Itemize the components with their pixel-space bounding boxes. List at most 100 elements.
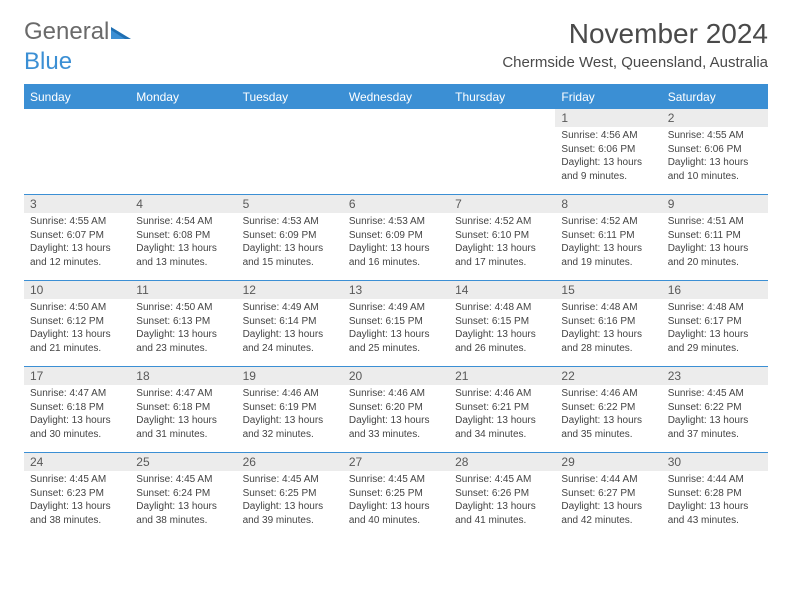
- day-line: Sunset: 6:16 PM: [561, 315, 655, 329]
- day-line: Daylight: 13 hours: [136, 242, 230, 256]
- calendar-cell: 1Sunrise: 4:56 AMSunset: 6:06 PMDaylight…: [555, 109, 661, 195]
- day-line: Daylight: 13 hours: [561, 328, 655, 342]
- weekday-header: Friday: [555, 85, 661, 109]
- day-line: Daylight: 13 hours: [668, 500, 762, 514]
- day-line: Sunset: 6:09 PM: [349, 229, 443, 243]
- day-line: Daylight: 13 hours: [30, 242, 124, 256]
- day-number: 7: [449, 195, 555, 213]
- day-line: Sunset: 6:11 PM: [561, 229, 655, 243]
- calendar-cell: 14Sunrise: 4:48 AMSunset: 6:15 PMDayligh…: [449, 281, 555, 367]
- day-details: Sunrise: 4:45 AMSunset: 6:24 PMDaylight:…: [130, 471, 236, 529]
- day-line: Sunrise: 4:44 AM: [668, 473, 762, 487]
- day-details: Sunrise: 4:47 AMSunset: 6:18 PMDaylight:…: [130, 385, 236, 443]
- day-line: Sunset: 6:28 PM: [668, 487, 762, 501]
- day-line: Sunset: 6:15 PM: [349, 315, 443, 329]
- day-line: Sunrise: 4:54 AM: [136, 215, 230, 229]
- calendar-cell: 4Sunrise: 4:54 AMSunset: 6:08 PMDaylight…: [130, 195, 236, 281]
- weekday-header: Sunday: [24, 85, 130, 109]
- day-line: Daylight: 13 hours: [668, 414, 762, 428]
- day-number: 6: [343, 195, 449, 213]
- calendar-cell: 23Sunrise: 4:45 AMSunset: 6:22 PMDayligh…: [662, 367, 768, 453]
- day-line: and 12 minutes.: [30, 256, 124, 270]
- day-line: Daylight: 13 hours: [455, 414, 549, 428]
- day-number: 17: [24, 367, 130, 385]
- day-line: Daylight: 13 hours: [136, 500, 230, 514]
- calendar-cell: 28Sunrise: 4:45 AMSunset: 6:26 PMDayligh…: [449, 453, 555, 539]
- day-number: 26: [237, 453, 343, 471]
- day-line: and 42 minutes.: [561, 514, 655, 528]
- day-line: Sunrise: 4:53 AM: [243, 215, 337, 229]
- day-number: 9: [662, 195, 768, 213]
- day-number: 1: [555, 109, 661, 127]
- day-number: 10: [24, 281, 130, 299]
- day-line: and 23 minutes.: [136, 342, 230, 356]
- day-line: Sunset: 6:21 PM: [455, 401, 549, 415]
- day-line: and 35 minutes.: [561, 428, 655, 442]
- month-title: November 2024: [502, 18, 768, 50]
- day-details: Sunrise: 4:46 AMSunset: 6:19 PMDaylight:…: [237, 385, 343, 443]
- calendar-cell: [130, 109, 236, 195]
- day-line: and 40 minutes.: [349, 514, 443, 528]
- day-line: Sunrise: 4:46 AM: [349, 387, 443, 401]
- day-details: Sunrise: 4:45 AMSunset: 6:23 PMDaylight:…: [24, 471, 130, 529]
- day-line: Sunrise: 4:50 AM: [30, 301, 124, 315]
- calendar-cell: 25Sunrise: 4:45 AMSunset: 6:24 PMDayligh…: [130, 453, 236, 539]
- day-details: Sunrise: 4:49 AMSunset: 6:15 PMDaylight:…: [343, 299, 449, 357]
- day-details: Sunrise: 4:46 AMSunset: 6:22 PMDaylight:…: [555, 385, 661, 443]
- day-line: Sunset: 6:18 PM: [136, 401, 230, 415]
- day-line: and 15 minutes.: [243, 256, 337, 270]
- day-line: and 21 minutes.: [30, 342, 124, 356]
- day-line: Sunset: 6:19 PM: [243, 401, 337, 415]
- day-line: and 28 minutes.: [561, 342, 655, 356]
- day-line: Sunset: 6:09 PM: [243, 229, 337, 243]
- day-line: Sunrise: 4:49 AM: [243, 301, 337, 315]
- day-line: and 16 minutes.: [349, 256, 443, 270]
- day-line: Daylight: 13 hours: [349, 242, 443, 256]
- day-details: Sunrise: 4:52 AMSunset: 6:11 PMDaylight:…: [555, 213, 661, 271]
- day-line: and 30 minutes.: [30, 428, 124, 442]
- day-line: Daylight: 13 hours: [668, 328, 762, 342]
- day-details: Sunrise: 4:55 AMSunset: 6:06 PMDaylight:…: [662, 127, 768, 185]
- day-line: Daylight: 13 hours: [455, 328, 549, 342]
- day-details: Sunrise: 4:48 AMSunset: 6:16 PMDaylight:…: [555, 299, 661, 357]
- day-line: and 38 minutes.: [30, 514, 124, 528]
- day-number: 2: [662, 109, 768, 127]
- day-details: Sunrise: 4:45 AMSunset: 6:25 PMDaylight:…: [343, 471, 449, 529]
- calendar-cell: 16Sunrise: 4:48 AMSunset: 6:17 PMDayligh…: [662, 281, 768, 367]
- day-line: Daylight: 13 hours: [243, 328, 337, 342]
- calendar-cell: 10Sunrise: 4:50 AMSunset: 6:12 PMDayligh…: [24, 281, 130, 367]
- day-line: Sunset: 6:17 PM: [668, 315, 762, 329]
- day-details: Sunrise: 4:50 AMSunset: 6:12 PMDaylight:…: [24, 299, 130, 357]
- day-details: Sunrise: 4:48 AMSunset: 6:15 PMDaylight:…: [449, 299, 555, 357]
- calendar-cell: [237, 109, 343, 195]
- weekday-header: Saturday: [662, 85, 768, 109]
- day-line: and 24 minutes.: [243, 342, 337, 356]
- day-line: Sunrise: 4:45 AM: [455, 473, 549, 487]
- day-line: and 26 minutes.: [455, 342, 549, 356]
- day-line: and 43 minutes.: [668, 514, 762, 528]
- day-line: Sunrise: 4:56 AM: [561, 129, 655, 143]
- calendar-cell: 7Sunrise: 4:52 AMSunset: 6:10 PMDaylight…: [449, 195, 555, 281]
- day-line: and 29 minutes.: [668, 342, 762, 356]
- day-line: Sunrise: 4:48 AM: [455, 301, 549, 315]
- day-details: Sunrise: 4:47 AMSunset: 6:18 PMDaylight:…: [24, 385, 130, 443]
- day-line: Daylight: 13 hours: [455, 500, 549, 514]
- day-line: Daylight: 13 hours: [349, 328, 443, 342]
- day-details: Sunrise: 4:44 AMSunset: 6:27 PMDaylight:…: [555, 471, 661, 529]
- calendar-week-row: 3Sunrise: 4:55 AMSunset: 6:07 PMDaylight…: [24, 195, 768, 281]
- calendar-cell: 6Sunrise: 4:53 AMSunset: 6:09 PMDaylight…: [343, 195, 449, 281]
- day-line: and 41 minutes.: [455, 514, 549, 528]
- day-line: Daylight: 13 hours: [561, 242, 655, 256]
- day-line: Sunset: 6:06 PM: [561, 143, 655, 157]
- weekday-header: Tuesday: [237, 85, 343, 109]
- day-line: Daylight: 13 hours: [349, 500, 443, 514]
- day-details: Sunrise: 4:56 AMSunset: 6:06 PMDaylight:…: [555, 127, 661, 185]
- day-line: Sunrise: 4:47 AM: [136, 387, 230, 401]
- day-number: 28: [449, 453, 555, 471]
- day-line: and 10 minutes.: [668, 170, 762, 184]
- day-line: and 37 minutes.: [668, 428, 762, 442]
- day-number: 3: [24, 195, 130, 213]
- day-line: Daylight: 13 hours: [561, 156, 655, 170]
- day-line: Sunrise: 4:45 AM: [30, 473, 124, 487]
- day-line: Sunset: 6:27 PM: [561, 487, 655, 501]
